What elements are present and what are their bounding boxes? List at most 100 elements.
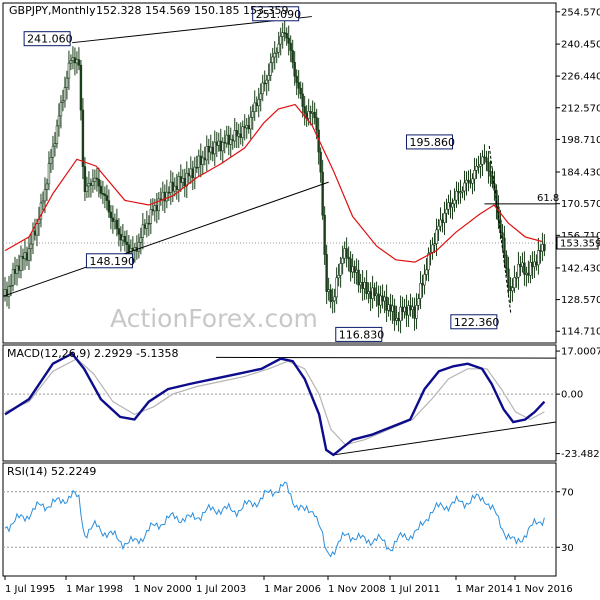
candle-body — [491, 175, 494, 184]
candle-body — [223, 141, 226, 144]
current-price-tag — [556, 236, 599, 250]
macd-support-line — [333, 421, 557, 456]
candle-body — [115, 219, 119, 229]
candle-body — [409, 305, 412, 311]
candle-body — [355, 269, 358, 273]
candle-body — [525, 272, 528, 275]
candle-body — [203, 157, 206, 161]
candle-body — [29, 243, 33, 250]
x-tick-label: 1 Nov 2000 — [134, 584, 192, 595]
candle-body — [445, 208, 448, 214]
candle-body — [337, 275, 340, 279]
candle-body — [395, 317, 398, 321]
candle-body — [509, 285, 512, 292]
price-tick-label: 156.710 — [561, 231, 600, 242]
candle-body — [309, 111, 312, 114]
candle-body — [209, 146, 212, 153]
candle-body — [97, 179, 101, 187]
candle-body — [205, 145, 208, 161]
annotation-label: 116.830 — [339, 328, 385, 341]
candle-body — [43, 189, 47, 202]
candle-body — [291, 50, 294, 63]
rsi-layer — [3, 481, 556, 558]
candle-body — [229, 139, 232, 145]
candle-body — [257, 99, 260, 107]
candle-body — [145, 222, 149, 229]
candle-body — [511, 287, 514, 292]
candle-body — [393, 305, 396, 321]
candle-body — [323, 214, 326, 255]
candle-body — [101, 193, 105, 195]
candle-body — [199, 155, 202, 165]
candle-body — [253, 102, 256, 112]
candle-body — [137, 242, 141, 252]
candle-body — [233, 130, 236, 142]
annotation-box — [85, 253, 133, 269]
candle-body — [59, 102, 63, 117]
candle-body — [213, 141, 216, 155]
x-tick-label: 1 Mar 2014 — [456, 584, 513, 595]
candle-body — [413, 306, 416, 319]
candle-body — [89, 183, 93, 186]
price-tick-label: 240.450 — [561, 40, 600, 51]
candle-body — [371, 287, 374, 299]
candle-body — [519, 264, 522, 267]
candle-body — [343, 248, 346, 259]
candle-body — [335, 277, 338, 298]
candle-body — [67, 62, 71, 79]
candle-body — [73, 57, 77, 64]
candle-body — [183, 178, 187, 187]
candle-body — [95, 177, 99, 180]
candle-body — [383, 296, 386, 302]
candle-body — [249, 117, 252, 130]
candle-body — [295, 75, 298, 83]
current-price-label: 153.359 — [560, 238, 600, 249]
macd-signal-line — [4, 357, 545, 446]
candle-body — [541, 244, 544, 252]
candle-body — [173, 185, 177, 192]
candle-body — [437, 225, 440, 231]
candle-body — [331, 300, 334, 303]
candle-body — [177, 176, 181, 190]
macd-line — [4, 352, 546, 457]
price-tick-label: 142.430 — [561, 263, 600, 274]
candle-body — [333, 296, 336, 302]
candle-body — [427, 253, 430, 271]
chart-ohlc: 152.328 154.569 150.185 153.359 — [96, 4, 288, 17]
candle-body — [181, 178, 185, 183]
candle-body — [171, 181, 175, 192]
candle-body — [433, 243, 436, 246]
candle-body — [15, 265, 19, 274]
candle-body — [423, 274, 426, 286]
candle-body — [125, 241, 129, 245]
candle-body — [63, 87, 67, 102]
candle-body — [69, 60, 73, 64]
candle-body — [339, 263, 342, 276]
candle-body — [51, 145, 55, 158]
candle-body — [151, 209, 155, 212]
price-tick-label: 170.570 — [561, 199, 600, 210]
macd-tick-label: 17.0007 — [561, 347, 600, 358]
candle-body — [87, 183, 91, 187]
candle-body — [363, 281, 366, 289]
annotation-box — [252, 6, 300, 22]
rsi-panel-frame — [2, 462, 557, 577]
candle-body — [147, 222, 151, 225]
candle-body — [271, 56, 274, 64]
candle-body — [175, 185, 179, 190]
macd-layer — [3, 352, 557, 457]
candle-body — [217, 140, 220, 146]
candle-body — [283, 32, 286, 34]
candle-body — [99, 185, 103, 194]
candle-body — [211, 146, 214, 155]
candle-body — [77, 59, 81, 66]
candle-body — [501, 232, 504, 239]
candle-body — [251, 111, 254, 118]
candle-body — [157, 198, 161, 212]
candle-body — [191, 168, 194, 179]
candle-body — [25, 252, 29, 261]
candle-body — [467, 179, 470, 182]
candle-body — [269, 62, 272, 76]
annotation-label: 195.860 — [409, 136, 455, 149]
candle-body — [121, 236, 125, 241]
